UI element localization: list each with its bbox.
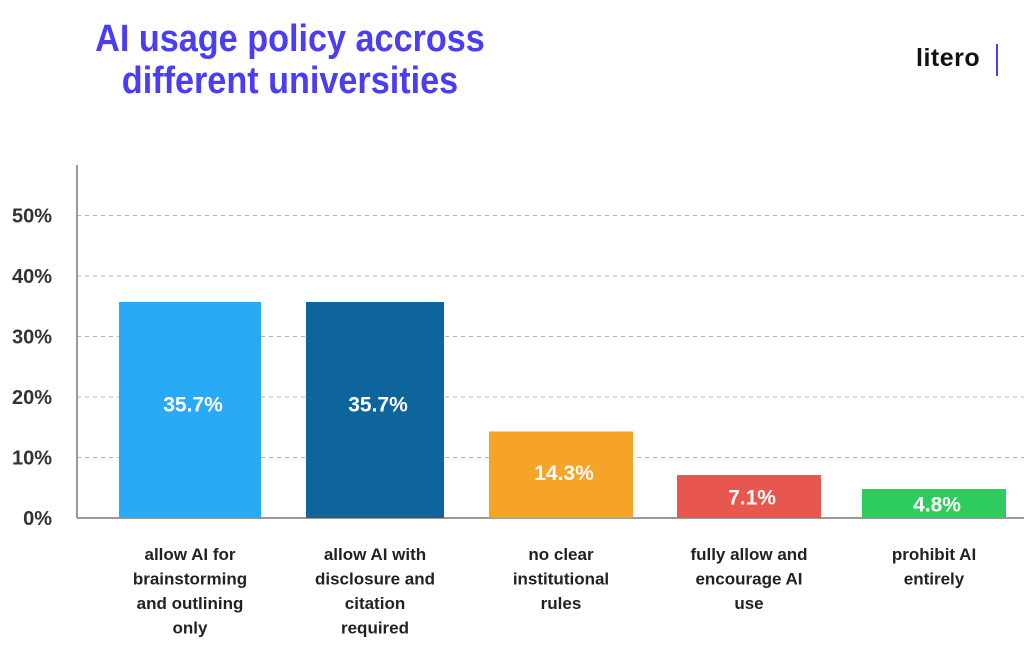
bar-value-label: 35.7% [348,394,408,417]
chart-title: AI usage policy accross different univer… [83,18,497,102]
chart-title-line-2: different universities [121,60,459,102]
y-tick-label: 50% [12,206,52,228]
bar [306,302,444,518]
brand-logo: litero [916,44,981,72]
x-category-label-line: brainstorming [133,570,247,589]
bar-value-label: 4.8% [913,493,961,516]
x-category-label-line: encourage AI [695,570,802,589]
y-tick-label: 40% [12,266,52,288]
x-category-label: no clear institutional rules [513,545,609,613]
bar [119,302,261,518]
bar [862,488,1006,518]
x-category-label-line: entirely [904,570,965,589]
y-tick-label: 10% [12,448,52,470]
x-category-label-line: and outlining [137,594,244,613]
x-category-label-line: fully allow and [690,545,807,564]
x-category-label-line: institutional [513,570,609,589]
y-tick-label: 0% [23,508,52,530]
bar-value-label: 35.7% [163,394,223,417]
y-tick-label: 30% [12,327,52,349]
x-category-label-line: required [341,619,409,638]
x-category-label-line: rules [541,594,582,613]
x-category-label: allow AI for brainstorming and outlining on… [133,545,247,638]
brand-logo-bar [996,44,998,76]
y-tick-label: 20% [12,387,52,409]
x-category-label-line: prohibit AI [892,545,976,564]
x-category-label-line: only [173,619,208,638]
x-category-label-line: citation [345,594,405,613]
bar-value-label: 14.3% [534,462,594,485]
x-category-label-line: disclosure and [315,570,435,589]
bar [677,475,821,518]
x-category-label-line: allow AI for [145,545,236,564]
chart-title-line-1: AI usage policy accross [95,18,485,60]
bar [489,431,633,518]
x-category-label: prohibit AI entirely [892,545,976,589]
x-category-label: allow AI with disclosure and citation requi… [315,545,435,638]
bar-value-label: 7.1% [728,487,776,510]
x-category-label-line: allow AI with [324,545,426,564]
x-category-label-line: no clear [528,545,594,564]
x-category-label: fully allow and encourage AI use [690,545,807,613]
x-category-label-line: use [734,594,763,613]
